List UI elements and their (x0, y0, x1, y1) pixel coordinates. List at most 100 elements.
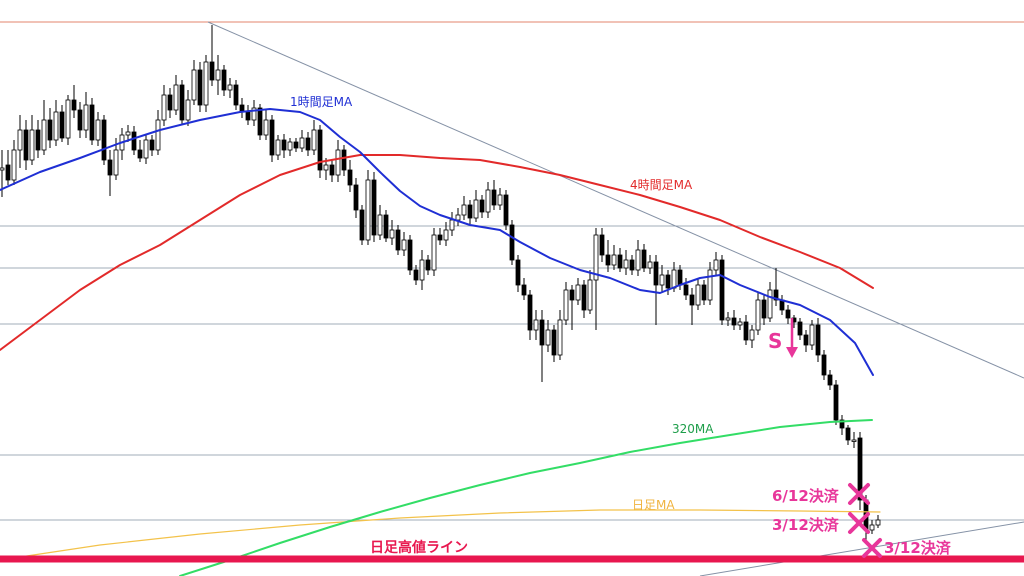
candle-body (875, 519, 881, 526)
candle-body (365, 179, 371, 241)
candle-body (149, 139, 155, 151)
candle (389, 220, 395, 245)
candle-body (491, 189, 497, 206)
candle (419, 250, 425, 290)
candle (713, 252, 719, 275)
candle-body (125, 131, 131, 136)
ma-320-line (179, 419, 873, 576)
horizontal-levels (0, 21, 1024, 521)
candle (53, 100, 59, 146)
candle (851, 432, 857, 448)
candle-body (203, 61, 209, 106)
candle (431, 228, 437, 276)
candle-body (17, 129, 23, 151)
candle (515, 255, 521, 292)
candle-body (311, 129, 317, 151)
candle-body (737, 321, 743, 326)
candle (425, 255, 431, 275)
candle-body (581, 284, 587, 311)
candle-body (401, 239, 407, 251)
candle-body (557, 319, 563, 356)
candle-body (197, 69, 203, 106)
candle-body (521, 284, 527, 296)
candle (65, 95, 71, 145)
candle-body (857, 437, 863, 501)
candle-body (827, 374, 833, 386)
candle (383, 210, 389, 242)
candle-body (773, 289, 779, 301)
candle (455, 208, 461, 226)
candle (185, 90, 191, 126)
candle (593, 228, 599, 330)
daily-high-line-label: 日足高値ライン (370, 539, 468, 556)
candle-body (623, 259, 629, 269)
candle (161, 85, 167, 126)
candle (755, 292, 761, 335)
candle-body (167, 94, 173, 111)
candle (125, 125, 131, 142)
candle (497, 188, 503, 210)
candle-body (419, 259, 425, 281)
ma-daily-line (0, 509, 881, 561)
candle (215, 55, 221, 95)
candle (659, 265, 665, 292)
candle-body (305, 137, 311, 151)
candle-body (551, 329, 557, 356)
candle (509, 220, 515, 265)
candle-body (185, 99, 191, 121)
candle-body (707, 269, 713, 301)
candle (407, 235, 413, 275)
candle-body (437, 234, 443, 241)
candle (221, 65, 227, 96)
candle-body (23, 129, 29, 161)
candle (359, 205, 365, 245)
candle (317, 125, 323, 178)
candle-body (155, 119, 161, 151)
candle-body (485, 189, 491, 213)
candle-body (41, 119, 47, 151)
ma-320-label: 320MA (672, 422, 714, 436)
candle (737, 318, 743, 330)
candle (845, 425, 851, 445)
candle-body (749, 329, 755, 341)
candle-body (695, 284, 701, 306)
candle (689, 288, 695, 325)
candle-body (299, 137, 305, 149)
settle-label-3: 3/12決済 (884, 539, 952, 557)
candle (773, 268, 779, 306)
candle-body (503, 194, 509, 226)
ma-daily-label: 日足MA (632, 498, 675, 512)
candle-body (341, 149, 347, 171)
candle-body (689, 294, 695, 306)
candle (719, 255, 725, 325)
settle-label-2: 3/12決済 (772, 516, 840, 534)
candle (707, 262, 713, 305)
candle-body (431, 234, 437, 271)
candle-body (743, 321, 749, 341)
candle (197, 62, 203, 112)
candle (89, 98, 95, 145)
candle (233, 80, 239, 110)
ma-1h-label: 1時間足MA (290, 95, 353, 109)
candle (227, 78, 233, 98)
candle (365, 170, 371, 245)
candle-body (683, 284, 689, 296)
candle (743, 315, 749, 345)
candle (203, 55, 209, 112)
candle (71, 85, 77, 118)
candle (443, 222, 449, 246)
candle (191, 60, 197, 105)
candle (77, 102, 83, 138)
candle (95, 112, 101, 146)
candle (467, 200, 473, 224)
settle-label-1: 6/12決済 (772, 487, 840, 505)
candle (797, 318, 803, 340)
candle-body (455, 214, 461, 221)
candle (725, 312, 731, 326)
candle (173, 75, 179, 115)
candle-body (731, 317, 737, 326)
candle-body (533, 319, 539, 331)
candle (575, 278, 581, 305)
candle (623, 250, 629, 275)
candle-body (257, 107, 263, 136)
